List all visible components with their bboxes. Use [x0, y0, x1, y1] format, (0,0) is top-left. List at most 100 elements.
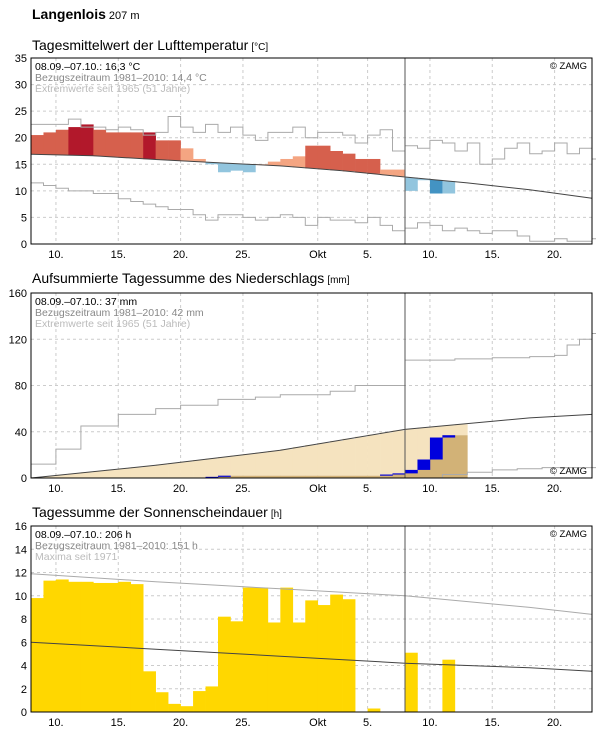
precip-anomaly-band: [280, 449, 294, 476]
precip-daily-increment: [218, 475, 231, 477]
x-tick-label: 20.: [173, 717, 188, 729]
temperature-day-bar: [80, 124, 94, 156]
temperature-day-bar: [155, 140, 169, 160]
precip-anomaly-band: [168, 463, 181, 478]
zamg-watermark: © ZAMG: [550, 61, 587, 72]
y-tick-label: 10: [15, 186, 27, 198]
panel-1: [30, 292, 596, 479]
temperature-max-extreme-line: [31, 116, 596, 165]
temperature-day-bar: [267, 161, 281, 166]
sunshine-day-bar: [242, 587, 256, 712]
temperature-min-extreme-line: [31, 182, 596, 242]
temperature-day-bar: [429, 179, 443, 194]
temperature-day-bar: [405, 177, 418, 191]
sunshine-unit: [h]: [270, 509, 282, 520]
x-tick-label: Okt: [309, 483, 326, 495]
sunshine-day-bar: [180, 706, 194, 712]
precip-anomaly-band: [355, 436, 368, 476]
temperature-day-bar: [55, 129, 69, 155]
temperature-day-bar: [93, 129, 107, 157]
precip-anomaly-band: [417, 427, 431, 460]
precip-anomaly-band: [317, 442, 331, 476]
temperature-day-bar: [242, 164, 256, 173]
precip-accum-area: [230, 475, 244, 478]
station-elevation: 207 m: [108, 10, 140, 22]
precip-anomaly-band: [118, 468, 132, 478]
precip-accum-area: [442, 435, 456, 478]
precip-anomaly-band: [80, 472, 94, 478]
y-tick-label: 25: [15, 106, 27, 118]
sunshine-day-bar: [330, 594, 343, 712]
sunshine-day-bar: [205, 686, 219, 712]
panel-title-precipitation: Aufsummierte Tagessumme des Niederschlag…: [32, 270, 350, 286]
y-tick-label: 15: [15, 159, 27, 171]
zamg-watermark: © ZAMG: [550, 529, 587, 540]
y-tick-label: 0: [21, 239, 27, 251]
precip-anomaly-band: [55, 474, 69, 478]
precip-accum-area: [330, 475, 343, 478]
sunshine-day-bar: [68, 581, 82, 712]
sunshine-day-bar: [267, 622, 281, 712]
temperature-title-text: Tagesmittelwert der Lufttemperatur: [32, 37, 249, 53]
x-tick-label: 25.: [235, 483, 250, 495]
sunshine-day-bar: [55, 579, 69, 712]
precip-anomaly-band: [405, 428, 418, 470]
y-tick-label: 4: [21, 661, 27, 673]
station-header: Langenlois 207 m: [32, 6, 139, 22]
precip-daily-increment: [380, 474, 393, 476]
x-tick-label: 5.: [363, 717, 372, 729]
temperature-day-bar: [417, 178, 431, 181]
precip-anomaly-band: [292, 447, 306, 476]
precip-accum-area: [305, 475, 319, 478]
y-tick-label: 5: [21, 212, 27, 224]
temperature-day-bar: [317, 145, 331, 170]
temperature-unit: [°C]: [251, 42, 269, 53]
x-tick-label: 15.: [485, 717, 500, 729]
precip-daily-increment: [205, 476, 219, 478]
temperature-day-bar: [143, 132, 156, 160]
temperature-day-bar: [130, 132, 144, 159]
temperature-day-bar: [392, 169, 406, 177]
precip-anomaly-band: [105, 469, 119, 478]
temperature-day-bar: [355, 158, 368, 173]
y-tick-label: 2: [21, 684, 27, 696]
temperature-day-bar: [230, 163, 244, 171]
x-tick-label: 10.: [422, 249, 437, 261]
panel-2: [30, 525, 593, 713]
sunshine-title-text: Tagessumme der Sonnenscheindauer: [32, 504, 268, 520]
panel-info-line: 08.09.–07.10.: 206 h: [35, 529, 131, 541]
sunshine-day-bar: [31, 598, 44, 712]
sunshine-normal-line: [30, 641, 593, 672]
sunshine-day-bar: [168, 703, 181, 712]
y-tick-label: 35: [15, 53, 27, 65]
y-tick-label: 120: [9, 334, 27, 346]
precip-anomaly-band: [155, 464, 169, 478]
precip-daily-increment: [429, 437, 443, 460]
precipitation-unit: [mm]: [327, 275, 350, 286]
y-tick-label: 30: [15, 80, 27, 92]
precip-accum-area: [292, 475, 306, 478]
sunshine-day-bar: [193, 691, 206, 712]
y-tick-label: 0: [21, 707, 27, 719]
x-tick-label: 10.: [422, 717, 437, 729]
precip-anomaly-band: [143, 465, 156, 478]
plot-frame: [30, 525, 593, 713]
precip-anomaly-band: [218, 457, 231, 476]
panel-title-temperature: Tagesmittelwert der Lufttemperatur [°C]: [32, 37, 268, 53]
temperature-day-bar: [380, 169, 393, 176]
x-tick-label: 15.: [111, 249, 126, 261]
panel-info-line: 08.09.–07.10.: 16,3 °C: [35, 61, 141, 73]
x-tick-label: 25.: [235, 717, 250, 729]
sunshine-day-bar: [80, 581, 94, 712]
temperature-day-bar: [43, 132, 57, 155]
x-tick-label: 10.: [48, 717, 63, 729]
sunshine-day-bar: [93, 582, 107, 712]
x-tick-label: 5.: [363, 483, 372, 495]
panel-title-sunshine: Tagessumme der Sonnenscheindauer [h]: [32, 504, 282, 520]
precip-accum-area: [380, 474, 393, 478]
x-tick-label: Okt: [309, 717, 326, 729]
sunshine-day-bar: [442, 659, 456, 712]
x-tick-label: 20.: [547, 717, 562, 729]
